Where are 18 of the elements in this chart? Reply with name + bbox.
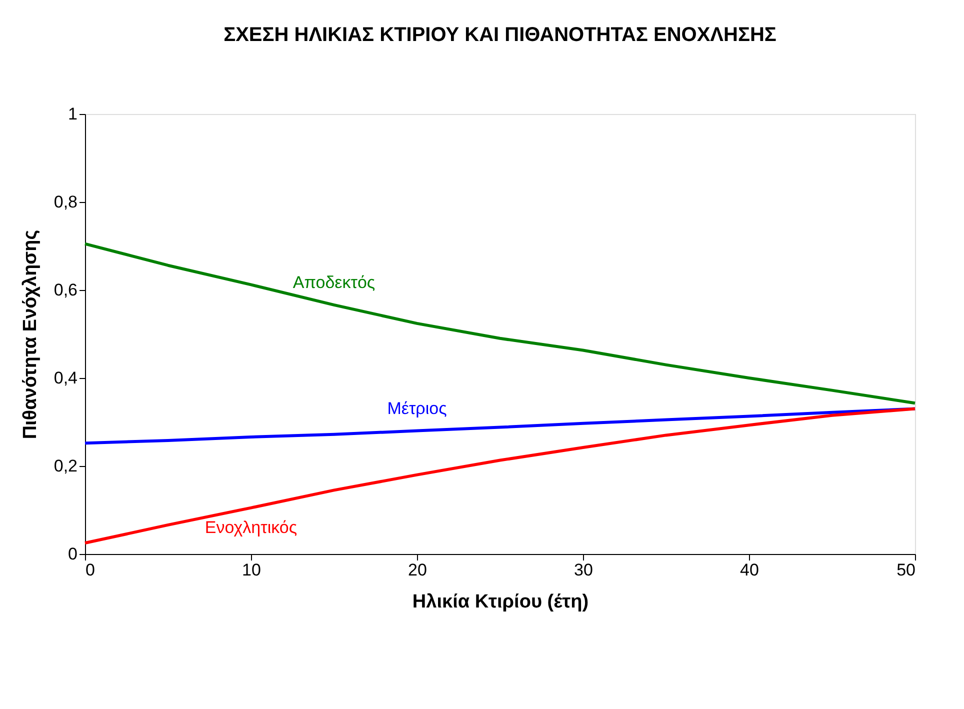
x-tick-label: 0 [86,560,95,580]
x-tick-label: 50 [896,560,916,580]
chart-title: ΣΧΕΣΗ ΗΛΙΚΙΑΣ ΚΤΙΡΙΟΥ ΚΑΙ ΠΙΘΑΝΟΤΗΤΑΣ ΕΝΟΧΛΗΣΗΣ [224,24,776,46]
y-tick-label: 0,8 [54,192,78,212]
series-label: Αποδεκτός [292,272,376,292]
y-axis-title: Πιθανότητα Ενόχλησης [20,230,41,440]
y-tick-label: 0,2 [54,456,78,476]
x-tick-label: 20 [408,560,427,580]
x-axis-title: Ηλικία Κτιρίου (έτη) [412,592,589,612]
series-label: Μέτριος [387,398,447,418]
y-tick-label: 0,4 [54,368,78,388]
x-tick-label: 40 [740,560,759,580]
y-tick-label: 0,6 [54,280,78,300]
y-tick-label: 0 [68,544,78,564]
x-tick-label: 10 [242,560,261,580]
series-label: Ενοχλητικός [204,518,298,537]
y-tick-label: 1 [68,104,78,124]
x-tick-label: 30 [574,560,593,580]
